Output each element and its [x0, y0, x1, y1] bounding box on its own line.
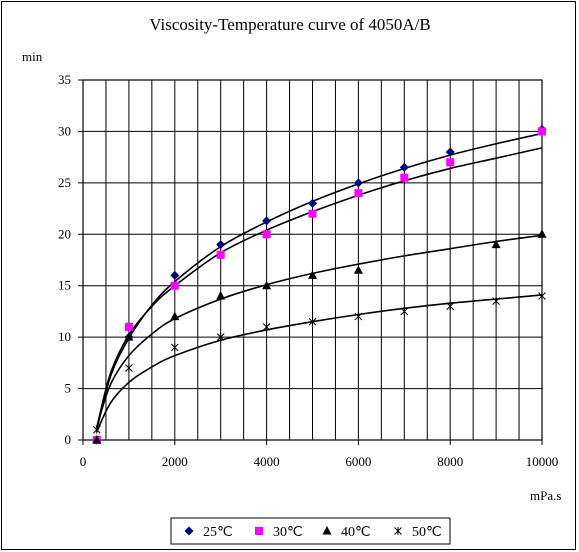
- data-point-series-4: [400, 307, 409, 316]
- y-tick-label: 5: [65, 381, 72, 396]
- data-point-series-3: [353, 265, 363, 274]
- tick-labels: 0 2000 4000 6000 8000 10000 0 5 10 15 20 25 30 35: [58, 72, 558, 469]
- data-point-series-2: [262, 230, 271, 239]
- y-tick-label: 25: [58, 175, 71, 190]
- data-point-series-4: [170, 343, 179, 352]
- data-point-series-3: [124, 332, 134, 341]
- chart-title: Viscosity-Temperature curve of 4050A/B: [149, 15, 431, 34]
- data-point-series-1: [445, 147, 455, 157]
- data-point-series-3: [308, 270, 317, 279]
- trend-line-series-2: [95, 147, 543, 428]
- data-point-series-4: [492, 297, 500, 306]
- y-tick-label: 30: [58, 123, 71, 138]
- grid-lines: [82, 79, 543, 441]
- data-point-series-4: [538, 292, 546, 300]
- y-tick-label: 0: [65, 432, 72, 447]
- trend-line-series-1: [95, 132, 543, 430]
- data-point-series-2: [400, 173, 409, 182]
- trend-line-series-4: [96, 294, 543, 433]
- y-tick-label: 15: [58, 278, 71, 293]
- x-tick-label: 10000: [526, 454, 559, 469]
- data-point-series-2: [446, 158, 455, 167]
- trend-line-series-3: [96, 234, 543, 427]
- y-axis-label: min: [22, 49, 43, 64]
- data-point-series-4: [308, 317, 317, 326]
- data-point-series-3: [491, 239, 501, 249]
- data-point-series-4: [125, 364, 133, 372]
- x-tick-label: 4000: [254, 454, 280, 469]
- data-point-series-1: [170, 270, 180, 280]
- data-point-series-1: [262, 216, 272, 226]
- data-points: [92, 124, 547, 445]
- data-point-series-2: [308, 209, 317, 218]
- legend-label-series-3: 40℃: [341, 525, 371, 540]
- data-point-series-3: [537, 229, 547, 238]
- data-point-series-3: [216, 291, 226, 300]
- data-point-series-3: [92, 435, 102, 444]
- data-point-series-4: [216, 333, 225, 342]
- legend: 25℃ 30℃ 40℃ 50℃: [170, 517, 451, 545]
- legend-marker-series-1: [184, 526, 194, 536]
- x-axis-label: mPa.s: [530, 488, 561, 503]
- data-point-series-3: [262, 280, 272, 290]
- data-point-series-1: [353, 178, 363, 188]
- legend-marker-series-3: [322, 526, 332, 535]
- data-point-series-4: [262, 322, 271, 331]
- legend-box: [170, 517, 451, 545]
- data-point-series-2: [354, 189, 363, 198]
- data-point-series-4: [354, 312, 363, 321]
- data-point-series-2: [170, 281, 179, 290]
- y-tick-label: 35: [58, 72, 71, 87]
- legend-label-series-1: 25℃: [203, 525, 233, 540]
- data-point-series-4: [446, 302, 455, 311]
- data-point-series-3: [170, 311, 180, 321]
- data-point-series-2: [124, 322, 133, 331]
- data-point-series-4: [92, 425, 101, 434]
- y-tick-label: 10: [58, 329, 71, 344]
- legend-label-series-2: 30℃: [273, 525, 303, 540]
- data-point-series-2: [216, 250, 225, 259]
- y-tick-label: 20: [58, 226, 71, 241]
- data-point-series-2: [538, 127, 546, 136]
- plot-border: [82, 79, 543, 441]
- data-point-series-1: [399, 162, 409, 172]
- legend-marker-series-4: [394, 527, 402, 535]
- x-tick-label: 8000: [437, 454, 463, 469]
- legend-label-series-4: 50℃: [412, 525, 442, 540]
- x-tick-label: 0: [80, 454, 87, 469]
- x-tick-label: 6000: [345, 454, 371, 469]
- trend-lines: [95, 132, 543, 433]
- data-point-series-1: [308, 198, 317, 208]
- x-tick-label: 2000: [162, 454, 188, 469]
- legend-marker-series-2: [255, 527, 263, 535]
- data-point-series-1: [216, 240, 226, 250]
